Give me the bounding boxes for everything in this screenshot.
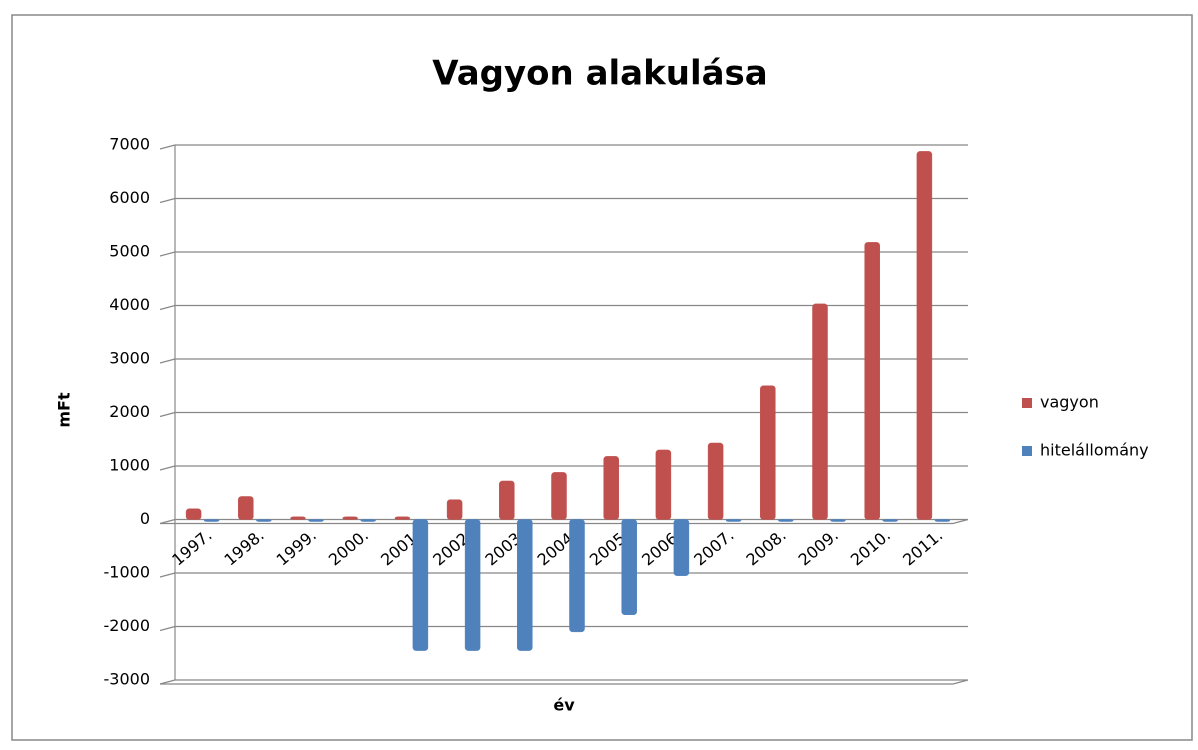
bar — [812, 303, 828, 520]
bar — [290, 516, 306, 520]
grid-depth — [159, 197, 176, 204]
bar — [916, 151, 933, 520]
bar — [394, 516, 411, 520]
grid-depth — [159, 572, 176, 578]
legend-label: vagyon — [1040, 393, 1099, 412]
bar — [778, 519, 794, 522]
bar — [934, 519, 951, 522]
grid-depth — [159, 518, 176, 525]
bar — [517, 519, 533, 651]
bar — [203, 519, 220, 522]
grid-depth — [159, 358, 176, 364]
y-tick-label: 1000 — [109, 456, 150, 475]
y-axis-title: mFt — [55, 392, 74, 428]
y-tick-label: -3000 — [104, 670, 151, 689]
bar — [725, 519, 742, 522]
grid-depth — [159, 251, 176, 257]
grid-depth — [159, 465, 176, 471]
bar — [308, 519, 324, 522]
y-tick-label: -2000 — [104, 616, 151, 635]
y-tick-label: 0 — [140, 509, 150, 528]
y-tick-label: 3000 — [109, 349, 150, 368]
legend-label: hitelállomány — [1040, 441, 1149, 460]
bar — [360, 519, 376, 522]
grid-depth — [159, 679, 176, 685]
bar — [882, 519, 898, 522]
bar — [569, 519, 585, 633]
bar — [603, 456, 619, 520]
bar — [760, 385, 776, 520]
y-tick-label: 6000 — [109, 188, 150, 207]
grid-depth — [159, 625, 176, 632]
bar — [499, 480, 515, 520]
legend-swatch — [1022, 398, 1032, 408]
floor-bottom — [160, 679, 969, 685]
bar — [185, 508, 202, 520]
bar — [551, 472, 567, 520]
bar — [621, 519, 637, 615]
chart-border — [11, 14, 1193, 741]
grid-depth — [159, 144, 176, 150]
grid-depth — [159, 304, 176, 311]
bar — [830, 519, 846, 522]
bar — [673, 519, 690, 576]
bar — [412, 519, 429, 651]
bar — [464, 519, 481, 651]
chart-title: Vagyon alakulása — [432, 54, 767, 94]
bar — [864, 242, 880, 520]
bar — [256, 519, 272, 522]
y-tick-label: 5000 — [109, 242, 150, 261]
legend-swatch — [1022, 446, 1032, 456]
bar — [707, 442, 724, 520]
y-tick-label: 4000 — [109, 295, 150, 314]
bar — [342, 516, 358, 520]
y-tick-label: -1000 — [104, 563, 151, 582]
bar — [238, 496, 254, 520]
bar — [446, 499, 463, 520]
y-tick-label: 2000 — [109, 402, 150, 421]
x-axis-title: év — [553, 696, 575, 715]
bar — [655, 449, 672, 520]
y-tick-label: 7000 — [109, 135, 150, 154]
grid-depth — [159, 411, 176, 418]
